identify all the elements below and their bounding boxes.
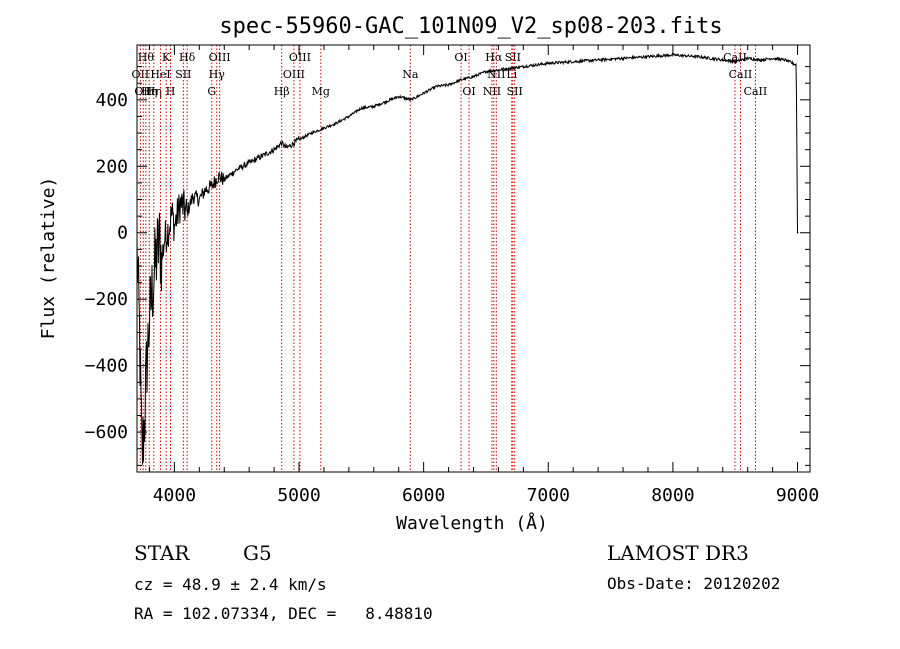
subclass: G5 <box>243 541 272 565</box>
line-label: Hδ <box>179 51 196 64</box>
line-label: Hγ <box>209 68 226 81</box>
y-tick-label: 400 <box>95 90 128 111</box>
line-label: Mg <box>312 85 330 98</box>
y-tick-label: 200 <box>95 156 128 177</box>
line-label: OIII <box>289 51 311 64</box>
y-tick-label: −400 <box>85 356 128 377</box>
x-tick-label: 4000 <box>153 485 196 506</box>
axis-ticks: 4000 5000 6000 7000 8000 9000 −600 −400 −200 0 200… <box>85 45 819 506</box>
plot-frame <box>136 44 811 473</box>
line-label: SII <box>507 85 523 98</box>
line-label: Hθ <box>138 51 155 64</box>
y-tick-label: 0 <box>117 223 128 244</box>
line-label: K <box>162 51 171 64</box>
line-label: Hα <box>485 51 503 64</box>
y-tick-label: −600 <box>85 422 128 443</box>
object-class: STAR <box>134 541 190 565</box>
line-label: Li <box>506 68 517 81</box>
line-label: OII <box>132 68 150 81</box>
line-label: NII <box>483 85 501 98</box>
line-label: OII <box>134 85 152 98</box>
line-label: HeI <box>150 68 170 81</box>
line-label: G <box>207 85 216 98</box>
line-label: CaII <box>744 85 768 98</box>
x-tick-label: 7000 <box>527 485 570 506</box>
line-label: Hη <box>146 85 162 98</box>
redshift-text: cz = 48.9 ± 2.4 km/s <box>134 575 327 594</box>
line-label: OIII <box>283 68 305 81</box>
x-tick-label: 8000 <box>651 485 694 506</box>
survey-name: LAMOST DR3 <box>607 541 749 565</box>
line-label: H <box>166 85 176 98</box>
x-tick-label: 6000 <box>402 485 445 506</box>
chart-title: spec-55960-GAC_101N09_V2_sp08-203.fits <box>219 14 722 39</box>
spectrum-line <box>136 52 799 465</box>
coordinates-text: RA = 102.07334, DEC = 8.48810 <box>134 604 433 623</box>
line-label: OI <box>454 51 467 64</box>
y-tick-label: −200 <box>85 289 128 310</box>
line-label: Hβ <box>274 85 290 98</box>
x-tick-label: 9000 <box>776 485 819 506</box>
line-label: Hη <box>141 85 157 98</box>
line-label: OI <box>462 85 475 98</box>
line-label: SII <box>175 68 191 81</box>
line-label: OIII <box>209 51 231 64</box>
line-label: CaII <box>729 68 753 81</box>
line-label: SII <box>505 51 521 64</box>
obs-date-text: Obs-Date: 20120202 <box>607 574 780 593</box>
y-axis-label: Flux (relative) <box>38 177 59 340</box>
x-axis-label: Wavelength (Å) <box>396 512 548 534</box>
x-tick-label: 5000 <box>277 485 320 506</box>
line-label: Na <box>402 68 419 81</box>
